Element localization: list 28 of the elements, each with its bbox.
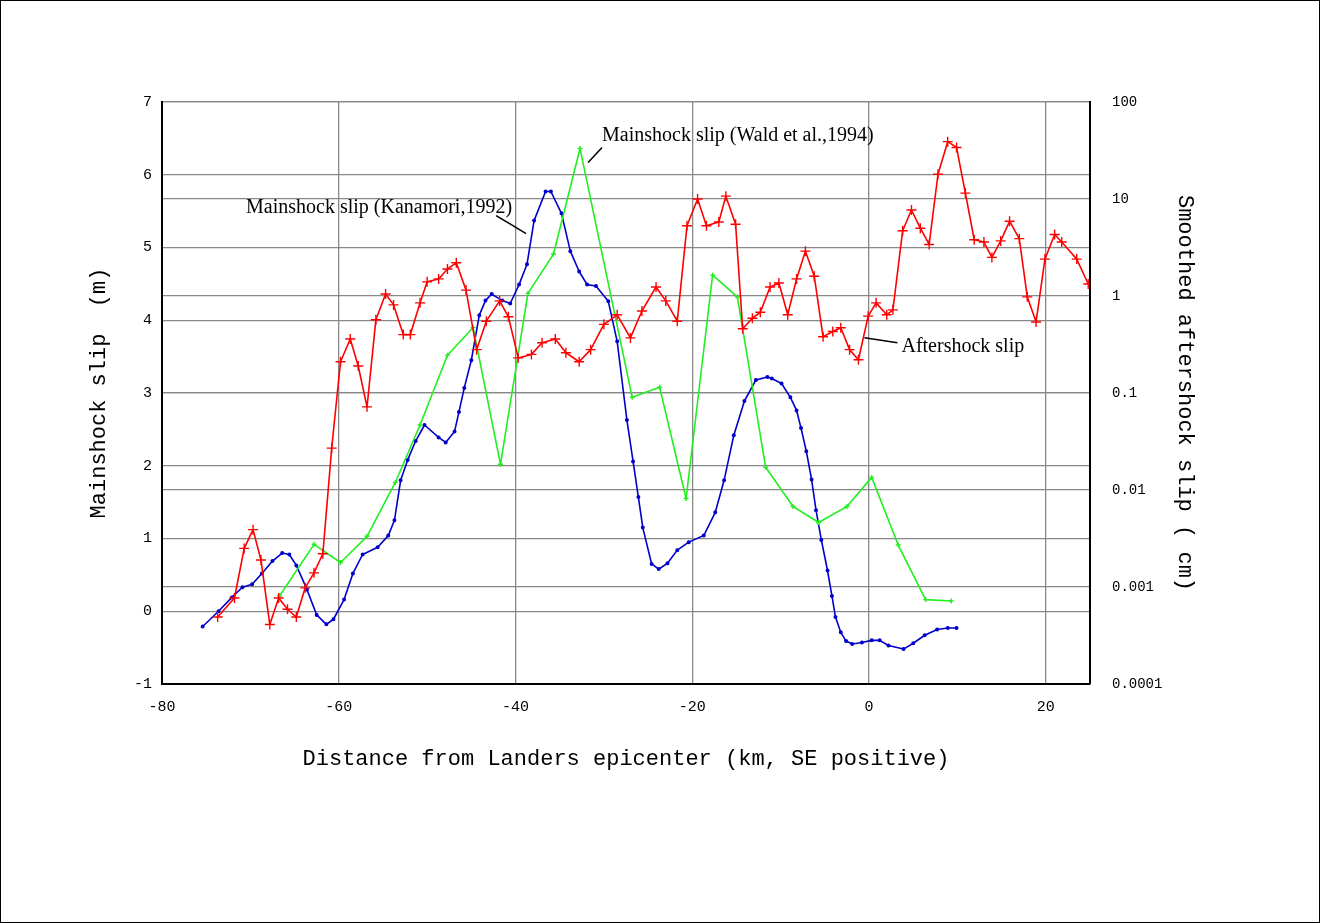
y-tick-label: 5 (142, 239, 152, 257)
x-axis-title: Distance from Landers epicenter (km, SE positive) (302, 746, 950, 772)
y-tick-label: 3 (142, 384, 152, 402)
x-tick-label: 0 (864, 698, 874, 716)
y-axis-title: Mainshock slip (m) (87, 267, 113, 519)
y-tick-label: 0 (142, 603, 152, 621)
y-tick-label: 2 (142, 457, 152, 475)
y-tick-label: 4 (142, 312, 152, 330)
y2-tick-label: 0.0001 (1112, 675, 1163, 692)
y2-tick-label: 1 (1112, 287, 1121, 304)
series-label: Mainshock slip (Wald et al.,1994) (602, 122, 874, 146)
series-label: Mainshock slip (Kanamori,1992) (246, 194, 513, 218)
y2-tick-label: 10 (1112, 190, 1129, 207)
x-tick-label: 20 (1036, 698, 1055, 716)
y-tick-label: -1 (133, 675, 152, 693)
x-tick-label: -40 (502, 698, 530, 716)
y2-tick-label: 0.001 (1112, 578, 1155, 595)
y-tick-label: 1 (142, 530, 152, 548)
y-tick-label: 6 (142, 166, 152, 184)
x-tick-label: -20 (678, 698, 706, 716)
y-tick-label: 7 (142, 93, 152, 111)
x-tick-label: -60 (325, 698, 353, 716)
y2-tick-label: 0.01 (1112, 481, 1146, 498)
series-label: Aftershock slip (901, 333, 1025, 357)
y2-tick-label: 0.1 (1112, 384, 1138, 401)
y2-axis-title: Smoothed aftershock slip ( cm) (1171, 194, 1197, 592)
y2-tick-label: 100 (1112, 93, 1138, 110)
x-tick-label: -80 (148, 698, 176, 716)
